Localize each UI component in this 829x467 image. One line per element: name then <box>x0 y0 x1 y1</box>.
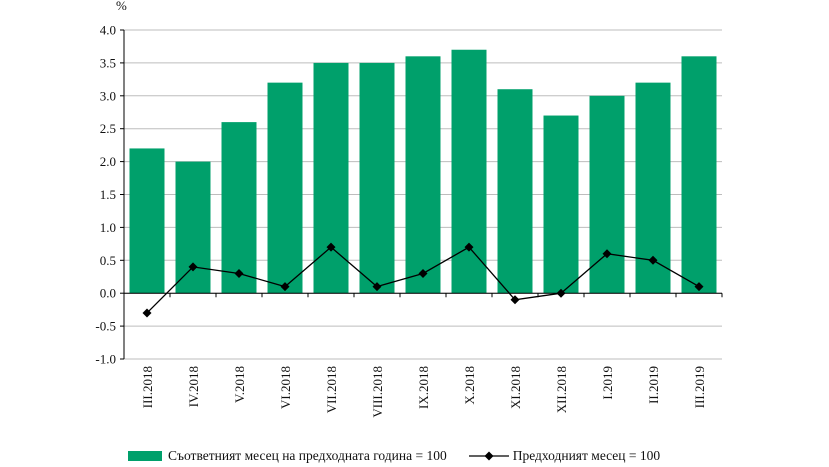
y-axis-ticks: 4.0 3.5 3.0 2.5 2.0 1.5 1.0 0.5 0.0 -0.5 -1.0 <box>95 23 124 367</box>
x-tick-label: III.2018 <box>140 366 155 408</box>
bar <box>405 56 441 294</box>
x-tick-label: X.2018 <box>462 366 477 405</box>
line-point <box>694 282 704 292</box>
line-point <box>234 268 244 278</box>
line-point <box>372 282 382 292</box>
bar <box>129 148 165 294</box>
bar <box>497 89 533 294</box>
x-tick-label: V.2018 <box>232 366 247 403</box>
bar <box>313 62 349 294</box>
bar <box>451 49 487 294</box>
line-point <box>142 308 152 318</box>
y-tick-label: 3.5 <box>100 55 116 70</box>
x-tick-label: I.2019 <box>600 366 615 400</box>
legend-item-line: Предходният месец = 100 <box>468 448 661 464</box>
legend: Съответният месец на предходната година … <box>128 447 660 465</box>
x-tick-label: VII.2018 <box>324 366 339 413</box>
y-tick-label: 3.0 <box>100 88 116 103</box>
line-point <box>326 242 336 252</box>
line-point <box>648 255 658 265</box>
legend-item-bars: Съответният месец на предходната година … <box>128 448 447 464</box>
legend-swatch-bar <box>128 451 162 461</box>
line-series <box>142 242 704 318</box>
x-tick-label: IX.2018 <box>416 366 431 409</box>
bar <box>267 82 303 294</box>
y-tick-label: 2.5 <box>100 121 116 136</box>
x-tick-label: VIII.2018 <box>370 366 385 418</box>
legend-label-line: Предходният месец = 100 <box>512 448 661 463</box>
line-point <box>556 288 566 298</box>
line-point <box>418 268 428 278</box>
line-point <box>188 262 198 272</box>
x-tick-label: IV.2018 <box>186 366 201 407</box>
y-tick-label: 0.5 <box>100 253 116 268</box>
legend-label-bars: Съответният месец на предходната година … <box>168 448 447 463</box>
bar <box>359 62 395 294</box>
bar <box>681 56 717 294</box>
y-tick-label: -0.5 <box>95 319 116 334</box>
line-point <box>280 282 290 292</box>
y-tick-label: 1.5 <box>100 187 116 202</box>
bar <box>589 95 625 294</box>
x-axis-ticks: III.2018 IV.2018 V.2018 VI.2018 VII.2018 VIII… <box>123 293 723 418</box>
line-point <box>510 295 520 305</box>
x-tick-label: III.2019 <box>692 366 707 408</box>
y-tick-label: -1.0 <box>95 352 116 367</box>
y-unit-label: % <box>116 0 127 13</box>
bar <box>175 161 211 294</box>
bar <box>221 122 257 294</box>
bar <box>543 115 579 294</box>
line-point <box>464 242 474 252</box>
y-tick-label: 0.0 <box>100 286 116 301</box>
legend-swatch-line <box>468 451 509 461</box>
x-tick-label: II.2019 <box>646 366 661 404</box>
x-tick-label: VI.2018 <box>278 366 293 409</box>
y-tick-label: 2.0 <box>100 154 116 169</box>
y-tick-label: 4.0 <box>100 23 116 38</box>
x-tick-label: XI.2018 <box>508 366 523 409</box>
line-point <box>602 249 612 259</box>
x-tick-label: XII.2018 <box>554 366 569 413</box>
y-tick-label: 1.0 <box>100 220 116 235</box>
